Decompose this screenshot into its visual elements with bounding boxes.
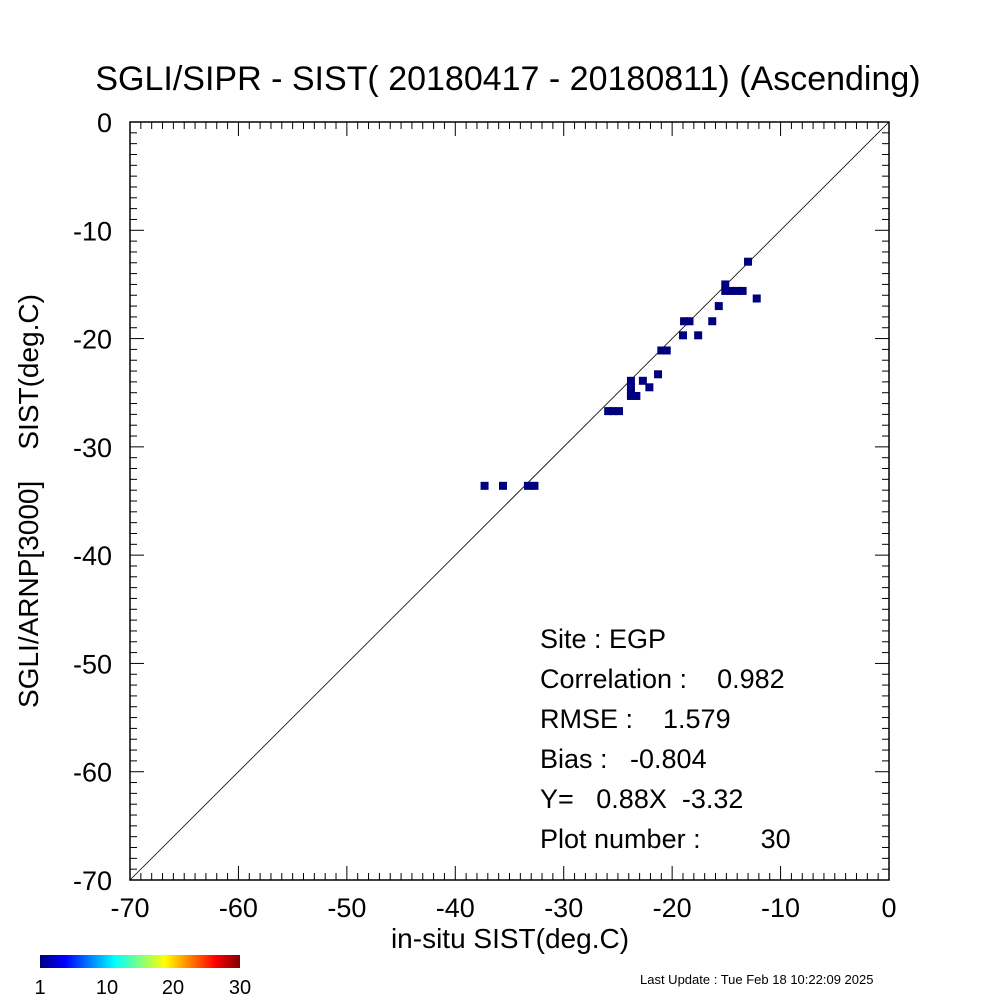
colorbar-tick-label: 20 bbox=[162, 977, 184, 999]
data-point bbox=[604, 407, 613, 416]
y-axis-label: SGLI/ARNP[3000] SIST(deg.C) bbox=[13, 294, 44, 708]
data-point bbox=[615, 407, 624, 416]
data-point bbox=[498, 481, 507, 490]
y-tick-label: -30 bbox=[73, 433, 112, 463]
data-point bbox=[708, 317, 717, 326]
one-to-one-line bbox=[129, 121, 890, 881]
data-point bbox=[609, 407, 618, 416]
colorbar bbox=[40, 955, 240, 968]
data-point bbox=[480, 481, 489, 490]
y-tick-labels: 0 -10 -20 -30 -40 -50 -60 -70 bbox=[73, 108, 112, 896]
data-point bbox=[726, 286, 735, 295]
y-tick-label: -10 bbox=[73, 216, 112, 246]
data-point bbox=[738, 286, 747, 295]
x-tick-label: -50 bbox=[327, 893, 366, 923]
minor-ticks bbox=[130, 122, 889, 880]
x-tick-label: -30 bbox=[544, 893, 583, 923]
data-point bbox=[744, 257, 753, 266]
data-point bbox=[685, 317, 694, 326]
stat-rmse: RMSE : 1.579 bbox=[540, 704, 731, 734]
data-points bbox=[480, 257, 761, 490]
data-point bbox=[752, 294, 761, 303]
data-point bbox=[694, 331, 703, 340]
data-point bbox=[645, 383, 654, 392]
x-axis-label: in-situ SIST(deg.C) bbox=[391, 923, 629, 954]
x-tick-label: -20 bbox=[653, 893, 692, 923]
y-tick-label: -70 bbox=[73, 866, 112, 896]
colorbar-labels: 1 10 20 30 bbox=[34, 977, 251, 999]
last-update-text: Last Update : Tue Feb 18 10:22:09 2025 bbox=[640, 972, 873, 987]
colorbar-tick-label: 30 bbox=[229, 977, 251, 999]
plot-frame bbox=[129, 121, 890, 881]
data-point bbox=[638, 376, 647, 385]
data-point bbox=[626, 391, 635, 400]
y-tick-label: -40 bbox=[73, 541, 112, 571]
chart-title: SGLI/SIPR - SIST( 20180417 - 20180811) (… bbox=[95, 60, 920, 98]
stat-site: Site : EGP bbox=[540, 624, 666, 654]
x-tick-labels: -70 -60 -50 -40 -30 -20 -10 0 bbox=[110, 893, 896, 923]
stat-plot-number: Plot number : 30 bbox=[540, 824, 791, 854]
stat-correlation: Correlation : 0.982 bbox=[540, 664, 785, 694]
data-point bbox=[523, 481, 532, 490]
x-tick-label: -70 bbox=[110, 893, 149, 923]
y-tick-label: -50 bbox=[73, 649, 112, 679]
data-point bbox=[632, 391, 641, 400]
data-point bbox=[657, 346, 666, 355]
x-tick-label: -60 bbox=[219, 893, 258, 923]
data-point bbox=[733, 286, 742, 295]
y-tick-label: 0 bbox=[97, 108, 112, 138]
data-point bbox=[530, 481, 539, 490]
stat-bias: Bias : -0.804 bbox=[540, 744, 707, 774]
stat-regression: Y= 0.88X -3.32 bbox=[540, 784, 743, 814]
x-tick-label: -10 bbox=[761, 893, 800, 923]
y-tick-label: -60 bbox=[73, 758, 112, 788]
y-tick-label: -20 bbox=[73, 325, 112, 355]
data-point bbox=[678, 331, 687, 340]
data-point bbox=[714, 302, 723, 311]
data-point bbox=[626, 376, 635, 385]
data-point bbox=[680, 317, 689, 326]
x-tick-label: 0 bbox=[881, 893, 896, 923]
statistics-box: Site : EGP Correlation : 0.982 RMSE : 1.… bbox=[540, 624, 791, 854]
x-tick-label: -40 bbox=[436, 893, 475, 923]
data-point bbox=[721, 280, 730, 289]
data-point bbox=[626, 383, 635, 392]
data-point bbox=[721, 286, 730, 295]
colorbar-tick-label: 1 bbox=[34, 977, 45, 999]
colorbar-tick-label: 10 bbox=[96, 977, 118, 999]
data-point bbox=[662, 346, 671, 355]
data-point bbox=[654, 370, 663, 379]
